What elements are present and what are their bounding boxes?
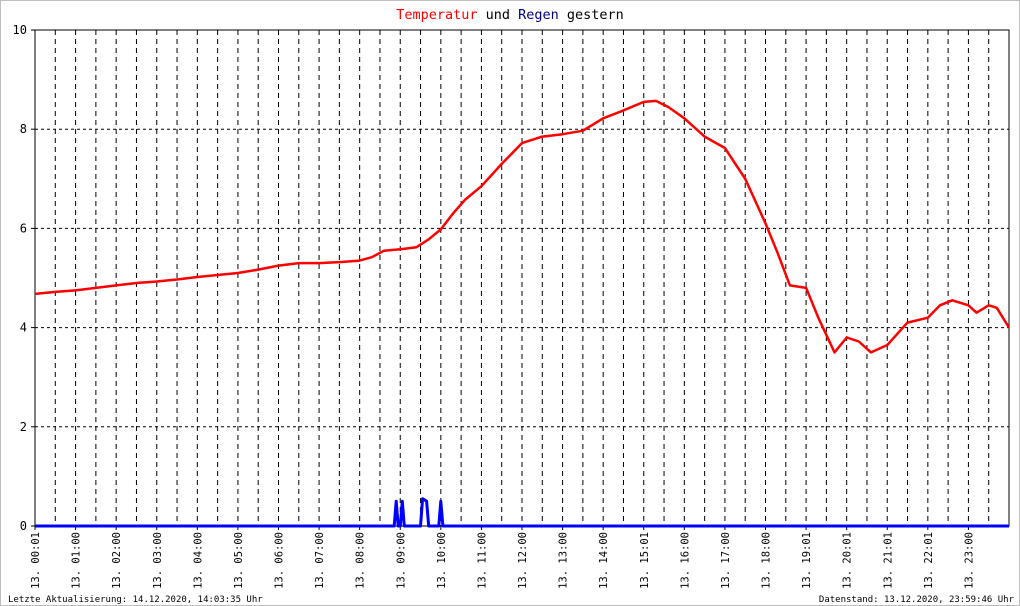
y-tick-label: 2	[20, 420, 27, 434]
series-line-regen	[35, 497, 1009, 528]
x-tick-label: 13. 21:01	[882, 532, 894, 589]
x-tick-label: 13. 13:00	[558, 532, 570, 589]
chart-title-part-2: Regen	[518, 7, 559, 23]
y-tick-label: 10	[13, 23, 27, 37]
x-tick-label: 13. 08:00	[355, 532, 367, 589]
chart-title-part-0: Temperatur	[396, 7, 477, 23]
y-tick-label: 6	[20, 221, 27, 235]
x-tick-label: 13. 10:00	[436, 532, 448, 589]
chart-title: Temperatur und Regen gestern	[396, 7, 624, 23]
x-tick-label: 13. 04:00	[192, 532, 204, 589]
x-tick-label: 13. 20:01	[842, 532, 854, 589]
x-tick-label: 13. 17:00	[720, 532, 732, 589]
x-tick-label: 13. 02:00	[111, 532, 123, 589]
x-tick-label: 13. 12:00	[517, 532, 529, 589]
series	[34, 99, 1011, 528]
x-tick-label: 13. 11:00	[476, 532, 488, 589]
series-line-temperatur	[34, 99, 1011, 354]
x-tick-label: 13. 07:00	[314, 532, 326, 589]
x-tick-label: 13. 03:00	[152, 532, 164, 589]
x-tick-label: 13. 14:00	[598, 532, 610, 589]
x-tick-label: 13. 00:01	[30, 532, 42, 589]
x-tick-label: 13. 09:00	[395, 532, 407, 589]
y-tick-label: 8	[20, 122, 27, 136]
x-tick-label: 13. 06:00	[274, 532, 286, 589]
x-tick-label: 13. 19:01	[801, 532, 813, 589]
x-tick-label: 13. 15:01	[639, 532, 651, 589]
last-update-text: Letzte Aktualisierung: 14.12.2020, 14:03…	[8, 595, 263, 605]
x-tick-label: 13. 01:00	[71, 532, 83, 589]
x-tick-label: 13. 16:00	[679, 532, 691, 589]
x-tick-label: 13. 22:01	[923, 532, 935, 589]
x-tick-label: 13. 05:00	[233, 532, 245, 589]
chart-title-part-1: und	[477, 7, 518, 23]
x-tick-label: 13. 18:00	[761, 532, 773, 589]
y-tick-label: 4	[20, 321, 27, 335]
grid	[35, 29, 1009, 526]
chart-title-part-3: gestern	[559, 7, 624, 23]
data-status-text: Datenstand: 13.12.2020, 23:59:46 Uhr	[819, 595, 1015, 605]
y-tick-label: 0	[20, 519, 27, 533]
x-tick-label: 13. 23:00	[963, 532, 975, 589]
axes: 0 2 4 6 8 10 13. 00:01 13. 01:00 13. 02:00 13. 03…	[13, 23, 1010, 589]
